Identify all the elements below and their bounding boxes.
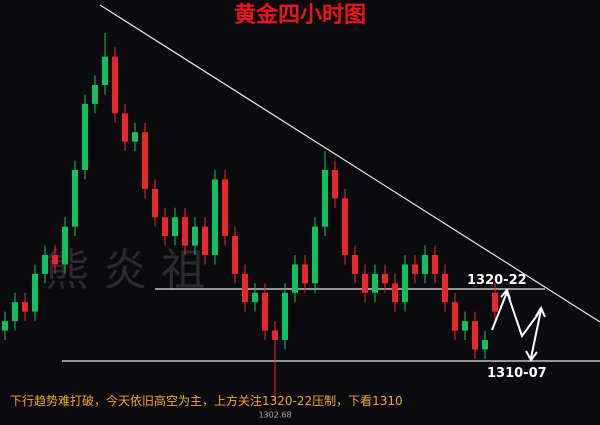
candle-body <box>292 264 298 293</box>
candle-body <box>22 302 28 312</box>
candle-body <box>342 198 348 255</box>
candle-body <box>392 283 398 303</box>
candle-body <box>172 217 178 237</box>
trend-line <box>99 4 600 323</box>
candle-body <box>372 273 378 293</box>
candle-body <box>122 113 128 142</box>
arrow-head <box>525 350 538 362</box>
candles <box>2 33 498 400</box>
candle-body <box>52 255 58 265</box>
chart-title: 黄金四小时图 <box>234 2 366 28</box>
candle-body <box>492 292 498 312</box>
candle-body <box>302 264 308 284</box>
candle-body <box>82 103 88 170</box>
candle-body <box>192 226 198 246</box>
candle-body <box>12 302 18 322</box>
candle-body <box>242 273 248 303</box>
candle-body <box>332 170 338 199</box>
candle-body <box>212 179 218 255</box>
annotation: 1310-07 <box>487 366 547 381</box>
candle-body <box>352 255 358 274</box>
candle-body <box>182 217 188 246</box>
arrow-head <box>500 288 511 300</box>
candle-body <box>312 226 318 284</box>
candle-body <box>322 170 328 227</box>
annotation: 1320-22 <box>467 273 527 288</box>
candle-body <box>432 255 438 274</box>
candle-body <box>132 132 138 142</box>
candle-body <box>92 85 98 104</box>
candle-body <box>252 292 258 303</box>
candle-body <box>222 179 228 237</box>
candle-body <box>272 330 278 340</box>
candle-body <box>142 132 148 189</box>
candle-body <box>482 340 488 350</box>
path-arrow <box>491 289 542 359</box>
candle-body <box>162 217 168 237</box>
candle-body <box>412 264 418 274</box>
candle-body <box>462 321 468 331</box>
candle-body <box>402 264 408 303</box>
candle-body <box>112 56 118 114</box>
candle-body <box>42 255 48 274</box>
candle-body <box>152 188 158 218</box>
candle-body <box>382 273 388 284</box>
watermark: 熊 炎 祖 <box>45 245 205 296</box>
candle-body <box>282 292 288 340</box>
candle-body <box>422 255 428 274</box>
candle-body <box>472 321 478 350</box>
low-label: 1302.68 <box>258 411 291 420</box>
candle-body <box>202 226 208 255</box>
arrow-head <box>535 305 546 318</box>
candle-body <box>102 56 108 85</box>
candle-body <box>452 302 458 331</box>
candle-body <box>232 236 238 274</box>
caption: 下行趋势难打破，今天依旧高空为主，上方关注1320-22压制，下看1310 <box>10 393 403 408</box>
candle-body <box>62 226 68 265</box>
candle-body <box>2 321 8 331</box>
candle-body <box>442 273 448 303</box>
candle-body <box>362 273 368 293</box>
candle-body <box>32 273 38 312</box>
candle-body <box>262 292 268 331</box>
candle-body <box>72 170 78 227</box>
